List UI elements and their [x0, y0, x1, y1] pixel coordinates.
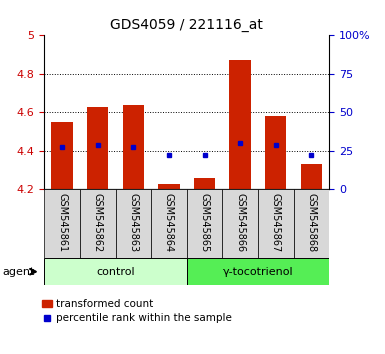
Bar [80, 189, 116, 258]
Title: GDS4059 / 221116_at: GDS4059 / 221116_at [110, 18, 263, 32]
Bar [258, 189, 294, 258]
Bar [293, 189, 329, 258]
Text: γ-tocotrienol: γ-tocotrienol [223, 267, 293, 277]
Text: GSM545862: GSM545862 [93, 193, 103, 252]
Bar [223, 189, 258, 258]
Text: GSM545865: GSM545865 [199, 193, 209, 252]
Bar [116, 189, 151, 258]
Text: GSM545867: GSM545867 [271, 193, 281, 252]
Bar [51, 122, 73, 189]
Bar [194, 178, 215, 189]
Text: GSM545864: GSM545864 [164, 193, 174, 252]
Bar [265, 116, 286, 189]
Bar [151, 189, 187, 258]
Bar [187, 258, 329, 285]
Text: GSM545863: GSM545863 [128, 193, 138, 252]
Bar [87, 107, 109, 189]
Bar [301, 164, 322, 189]
Bar [158, 184, 179, 189]
Text: GSM545868: GSM545868 [306, 193, 316, 252]
Bar [229, 61, 251, 189]
Text: GSM545861: GSM545861 [57, 193, 67, 252]
Text: control: control [96, 267, 135, 277]
Text: GSM545866: GSM545866 [235, 193, 245, 252]
Text: agent: agent [2, 267, 35, 277]
Bar [44, 189, 80, 258]
Bar [122, 105, 144, 189]
Bar [187, 189, 223, 258]
Bar [44, 258, 187, 285]
Legend: transformed count, percentile rank within the sample: transformed count, percentile rank withi… [42, 299, 232, 323]
